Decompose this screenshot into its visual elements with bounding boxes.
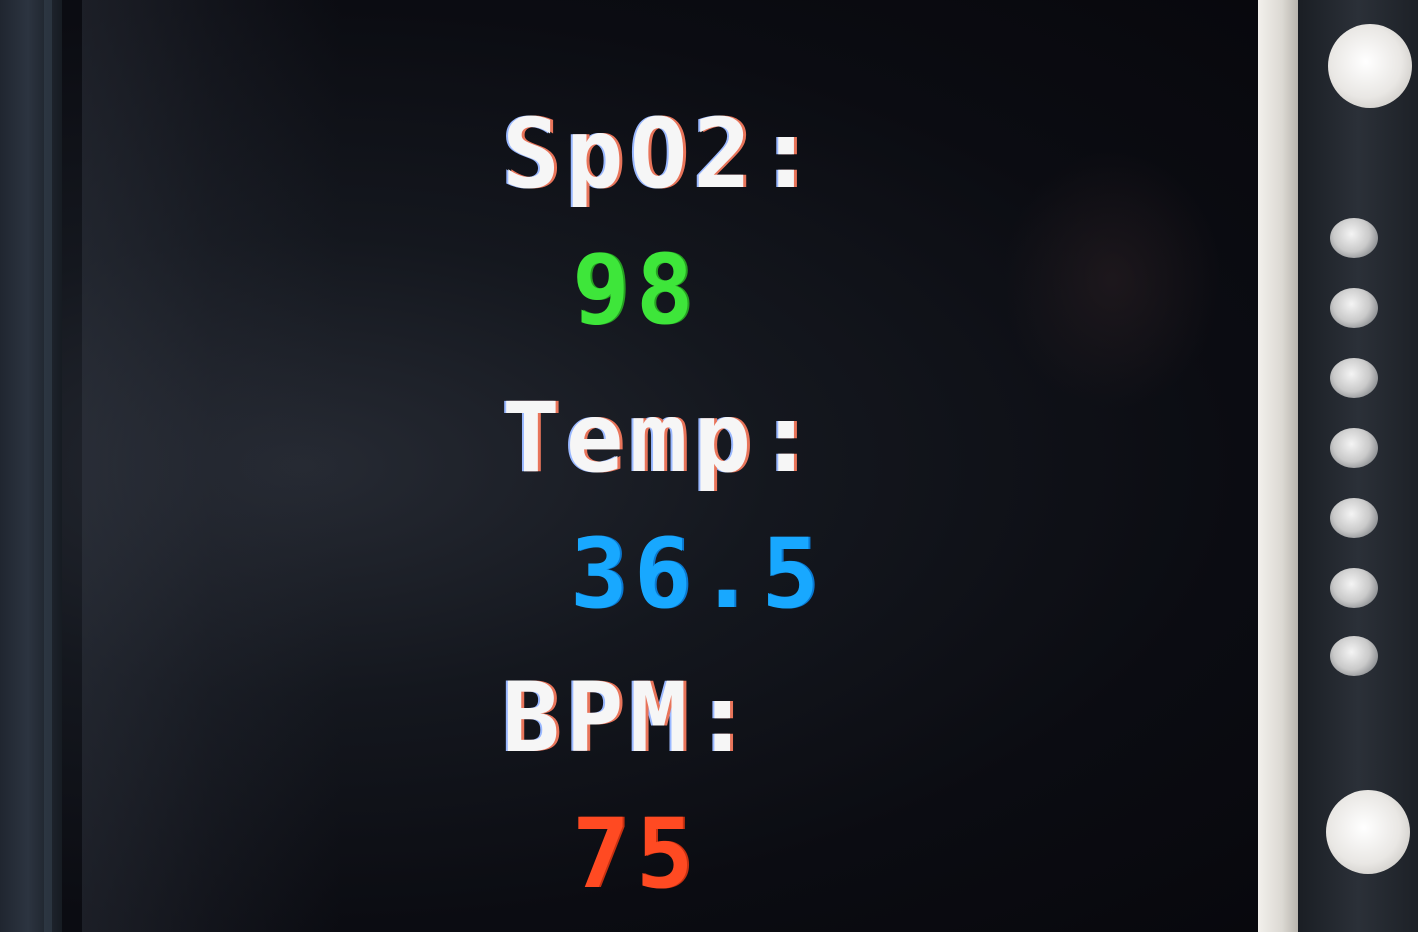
header-pin (1330, 498, 1378, 538)
mounting-hole-bottom (1326, 790, 1410, 874)
screen-glare (82, 0, 342, 932)
header-pin (1330, 358, 1378, 398)
pcb-left-edge (0, 0, 62, 932)
header-pin (1330, 636, 1378, 676)
bpm-value: 75 (572, 798, 700, 910)
header-pin (1330, 218, 1378, 258)
header-pin (1330, 568, 1378, 608)
screen-reflection (1002, 150, 1222, 410)
tft-screen: SpO2: 98 Temp: 36.5 BPM: 75 (62, 0, 1258, 932)
pcb-trace (44, 0, 52, 932)
spo2-value: 98 (572, 234, 700, 346)
header-pin (1330, 428, 1378, 468)
screen-bezel-right (1258, 0, 1298, 932)
mounting-hole-top (1328, 24, 1412, 108)
temp-label: Temp: (502, 382, 821, 494)
temp-value: 36.5 (570, 518, 826, 630)
spo2-label: SpO2: (502, 98, 821, 210)
header-pin (1330, 288, 1378, 328)
bpm-label: BPM: (502, 662, 758, 774)
